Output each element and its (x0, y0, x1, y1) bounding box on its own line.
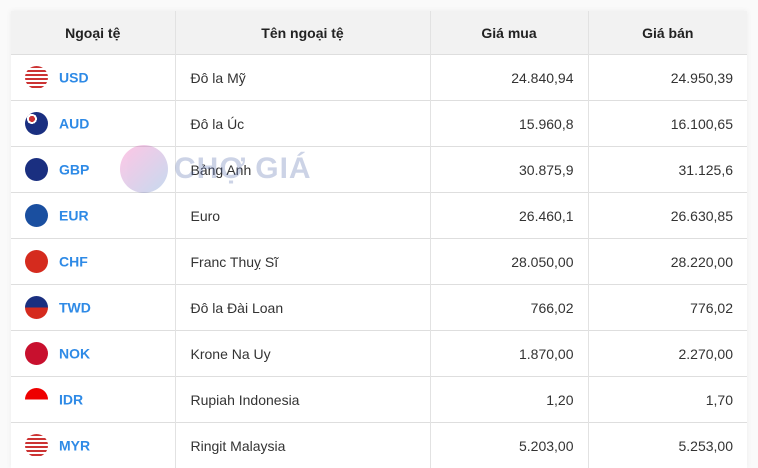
sell-price: 28.220,00 (588, 239, 747, 285)
buy-price: 24.840,94 (430, 55, 588, 101)
sell-price: 24.950,39 (588, 55, 747, 101)
buy-price: 26.460,1 (430, 193, 588, 239)
currency-code-link[interactable]: EUR (59, 208, 89, 224)
currency-name: Đô la Mỹ (175, 55, 430, 101)
currency-code-link[interactable]: NOK (59, 346, 90, 362)
buy-price: 766,02 (430, 285, 588, 331)
header-sell-price: Giá bán (588, 11, 747, 55)
exchange-rate-table-container: Ngoại tệ Tên ngoại tệ Giá mua Giá bán US… (11, 11, 747, 468)
header-currency-name: Tên ngoại tệ (175, 11, 430, 55)
currency-cell: GBP (11, 147, 175, 193)
sell-price: 776,02 (588, 285, 747, 331)
table-row: IDR Rupiah Indonesia 1,20 1,70 (11, 377, 747, 423)
buy-price: 1,20 (430, 377, 588, 423)
currency-code-link[interactable]: CHF (59, 254, 88, 270)
currency-code-link[interactable]: USD (59, 70, 89, 86)
table-row: CHF Franc Thuỵ Sĩ 28.050,00 28.220,00 (11, 239, 747, 285)
currency-name: Đô la Úc (175, 101, 430, 147)
header-currency: Ngoại tệ (11, 11, 175, 55)
sell-price: 31.125,6 (588, 147, 747, 193)
au-flag-icon (25, 112, 48, 135)
id-flag-icon (25, 388, 48, 411)
header-buy-price: Giá mua (430, 11, 588, 55)
table-row: GBP Bảng Anh 30.875,9 31.125,6 (11, 147, 747, 193)
currency-name: Krone Na Uy (175, 331, 430, 377)
table-row: EUR Euro 26.460,1 26.630,85 (11, 193, 747, 239)
currency-cell: NOK (11, 331, 175, 377)
currency-name: Đô la Đài Loan (175, 285, 430, 331)
gb-flag-icon (25, 158, 48, 181)
currency-code-link[interactable]: GBP (59, 162, 89, 178)
currency-code-link[interactable]: TWD (59, 300, 91, 316)
currency-cell: AUD (11, 101, 175, 147)
sell-price: 16.100,65 (588, 101, 747, 147)
table-row: NOK Krone Na Uy 1.870,00 2.270,00 (11, 331, 747, 377)
currency-name: Franc Thuỵ Sĩ (175, 239, 430, 285)
ch-flag-icon (25, 250, 48, 273)
sell-price: 5.253,00 (588, 423, 747, 468)
currency-cell: MYR (11, 423, 175, 468)
currency-code-link[interactable]: AUD (59, 116, 89, 132)
tw-flag-icon (25, 296, 48, 319)
buy-price: 5.203,00 (430, 423, 588, 468)
currency-code-link[interactable]: IDR (59, 392, 83, 408)
buy-price: 15.960,8 (430, 101, 588, 147)
currency-cell: IDR (11, 377, 175, 423)
sell-price: 1,70 (588, 377, 747, 423)
currency-name: Ringit Malaysia (175, 423, 430, 468)
buy-price: 1.870,00 (430, 331, 588, 377)
buy-price: 28.050,00 (430, 239, 588, 285)
currency-cell: EUR (11, 193, 175, 239)
currency-code-link[interactable]: MYR (59, 438, 90, 454)
no-flag-icon (25, 342, 48, 365)
exchange-rate-table: Ngoại tệ Tên ngoại tệ Giá mua Giá bán US… (11, 11, 747, 468)
eu-flag-icon (25, 204, 48, 227)
sell-price: 2.270,00 (588, 331, 747, 377)
table-row: MYR Ringit Malaysia 5.203,00 5.253,00 (11, 423, 747, 468)
us-flag-icon (25, 66, 48, 89)
sell-price: 26.630,85 (588, 193, 747, 239)
table-row: AUD Đô la Úc 15.960,8 16.100,65 (11, 101, 747, 147)
buy-price: 30.875,9 (430, 147, 588, 193)
currency-name: Bảng Anh (175, 147, 430, 193)
currency-cell: USD (11, 55, 175, 101)
table-row: USD Đô la Mỹ 24.840,94 24.950,39 (11, 55, 747, 101)
currency-name: Rupiah Indonesia (175, 377, 430, 423)
currency-name: Euro (175, 193, 430, 239)
table-row: TWD Đô la Đài Loan 766,02 776,02 (11, 285, 747, 331)
my-flag-icon (25, 434, 48, 457)
currency-cell: TWD (11, 285, 175, 331)
table-header: Ngoại tệ Tên ngoại tệ Giá mua Giá bán (11, 11, 747, 55)
currency-cell: CHF (11, 239, 175, 285)
